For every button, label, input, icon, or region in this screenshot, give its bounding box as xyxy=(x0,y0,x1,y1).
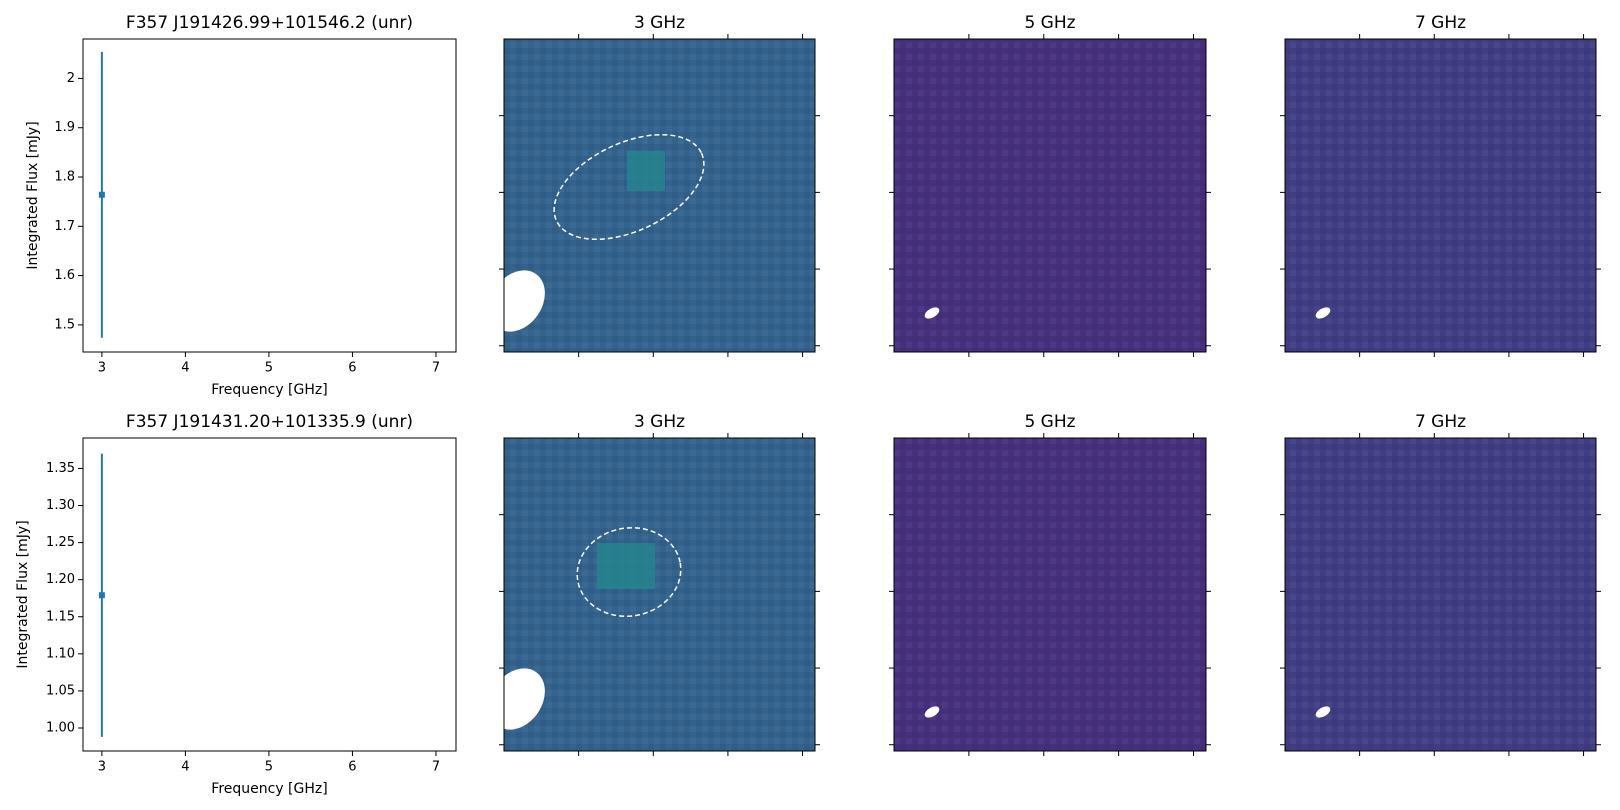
image-texture xyxy=(894,438,1206,751)
x-tick-label: 5 xyxy=(265,361,273,376)
x-tick-label: 5 xyxy=(265,760,273,775)
x-tick-label: 6 xyxy=(348,760,356,775)
y-tick-label: 1.5 xyxy=(54,317,75,332)
x-axis-label: Frequency [GHz] xyxy=(211,781,327,797)
image-texture xyxy=(894,39,1206,352)
y-tick-label: 1.6 xyxy=(54,268,75,283)
y-tick-label: 1.35 xyxy=(46,461,75,476)
beam xyxy=(489,668,545,730)
axes-frame xyxy=(893,38,1207,353)
x-tick-label: 3 xyxy=(98,760,106,775)
source-contour xyxy=(576,526,682,618)
panel-title: 5 GHz xyxy=(1024,412,1075,432)
y-tick-label: 1.25 xyxy=(46,535,75,550)
axes-frame xyxy=(82,38,457,353)
y-tick-label: 1.8 xyxy=(54,170,75,185)
axes-frame xyxy=(1284,38,1597,353)
y-tick-label: 1.20 xyxy=(46,572,75,587)
y-tick-label: 1.7 xyxy=(54,219,75,234)
y-tick-label: 1.30 xyxy=(46,498,75,513)
y-axis-label: Integrated Flux [mJy] xyxy=(15,520,31,668)
beam xyxy=(924,307,940,319)
x-tick-label: 7 xyxy=(432,760,440,775)
beam xyxy=(1315,706,1331,718)
y-tick-label: 1.00 xyxy=(46,721,75,736)
image-texture xyxy=(1285,438,1596,751)
y-axis-label: Integrated Flux [mJy] xyxy=(25,121,41,269)
axes-frame xyxy=(503,38,816,353)
y-tick-label: 1.05 xyxy=(46,683,75,698)
x-tick-label: 7 xyxy=(432,361,440,376)
axes-frame xyxy=(82,437,457,752)
x-axis-label: Frequency [GHz] xyxy=(211,382,327,398)
axes-frame xyxy=(893,437,1207,752)
data-point xyxy=(98,592,105,599)
panel-title: 7 GHz xyxy=(1415,13,1466,33)
x-tick-label: 4 xyxy=(181,760,189,775)
image-texture xyxy=(504,438,815,751)
axes-frame xyxy=(1284,437,1597,752)
panel-title: 7 GHz xyxy=(1415,412,1466,432)
y-tick-label: 1.15 xyxy=(46,609,75,624)
y-tick-label: 1.9 xyxy=(54,120,75,135)
bright-pixels xyxy=(597,543,655,589)
image-texture xyxy=(504,39,815,352)
panel-title: F357 J191431.20+101335.9 (unr) xyxy=(126,412,413,432)
axes-frame xyxy=(503,437,816,752)
beam xyxy=(924,706,940,718)
panel-title: 5 GHz xyxy=(1024,13,1075,33)
bright-pixels xyxy=(627,151,665,191)
x-tick-label: 4 xyxy=(181,361,189,376)
panel-title: 3 GHz xyxy=(634,13,685,33)
image-texture xyxy=(1285,39,1596,352)
x-tick-label: 6 xyxy=(348,361,356,376)
panel-title: F357 J191426.99+101546.2 (unr) xyxy=(126,13,413,33)
beam xyxy=(1315,307,1331,319)
y-tick-label: 1.10 xyxy=(46,646,75,661)
panel-title: 3 GHz xyxy=(634,412,685,432)
x-tick-label: 3 xyxy=(98,361,106,376)
y-tick-label: 2 xyxy=(67,71,75,86)
source-contour xyxy=(553,133,705,241)
data-point xyxy=(98,191,105,198)
beam xyxy=(489,270,545,332)
